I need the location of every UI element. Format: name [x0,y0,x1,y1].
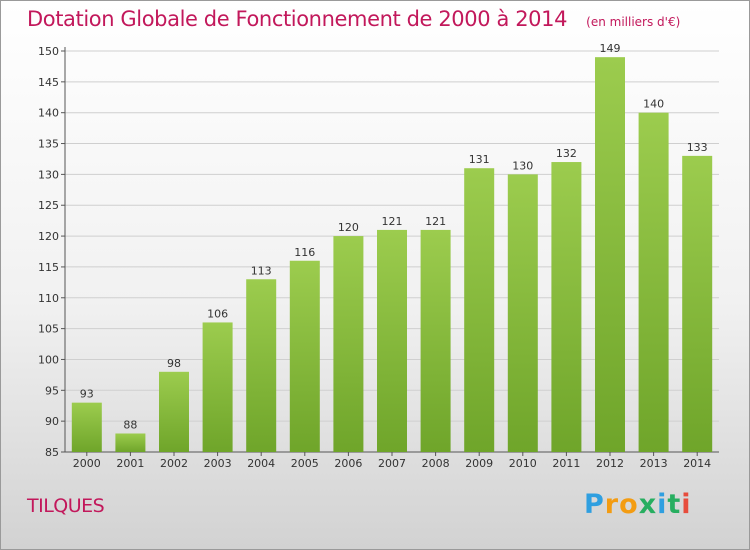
value-label-2007: 121 [382,215,403,228]
value-label-2008: 121 [425,215,446,228]
x-tick-label-2011: 2011 [552,457,580,470]
bars [71,57,713,453]
bar-2008 [420,229,451,452]
bar-2001 [115,433,146,452]
bar-2002 [159,371,189,452]
bar-2010 [507,174,538,452]
value-label-2006: 120 [338,221,359,234]
value-label-2001: 88 [123,418,137,431]
value-label-2011: 132 [556,147,577,160]
x-tick-label-2006: 2006 [334,457,362,470]
y-tick-label-150: 150 [38,45,59,58]
logo-letter: r [604,489,620,520]
logo-letter: P [584,489,605,520]
x-tick-label-2008: 2008 [422,457,450,470]
value-label-2000: 93 [80,388,94,401]
x-tick-label-2014: 2014 [683,457,711,470]
y-tick-label-120: 120 [38,230,59,243]
chart-unit: (en milliers d'€) [586,15,681,29]
logo-letter: i [681,489,692,520]
value-label-2010: 130 [512,159,533,172]
x-tick-label-2004: 2004 [247,457,275,470]
value-label-2009: 131 [469,153,490,166]
bar-2004 [246,279,277,452]
y-tick-label-100: 100 [38,353,59,366]
labels: 85 90 95 100 105 110 115 120 125 130 135 140 145 150 9… [38,42,711,470]
x-tick-label-2007: 2007 [378,457,406,470]
logo-letter: t [667,489,682,520]
town-name: TILQUES [27,495,105,517]
x-tick-label-2009: 2009 [465,457,493,470]
y-tick-label-105: 105 [38,323,59,336]
bar-2003 [202,322,233,452]
bar-2005 [289,260,320,452]
proxiti-logo[interactable]: Proxiti [584,489,692,520]
value-label-2004: 113 [251,264,272,277]
bar-2013 [638,112,669,452]
x-tick-label-2003: 2003 [204,457,232,470]
x-tick-label-2001: 2001 [116,457,144,470]
x-tick-label-2000: 2000 [73,457,101,470]
bar-2000 [71,402,102,452]
value-label-2003: 106 [207,307,228,320]
bar-2012 [595,57,625,453]
y-tick-label-130: 130 [38,168,59,181]
y-tick-label-110: 110 [38,292,59,305]
y-tick-label-135: 135 [38,138,59,151]
y-tick-label-145: 145 [38,76,59,89]
bar-2006 [333,236,364,452]
y-tick-label-85: 85 [45,446,59,459]
value-label-2014: 133 [687,141,708,154]
bar-2014 [682,155,713,452]
logo-letter: o [619,489,639,520]
logo-letter: i [657,489,668,520]
chart-title: Dotation Globale de Fonctionnement de 20… [27,7,568,31]
y-tick-label-95: 95 [45,384,59,397]
value-label-2005: 116 [294,246,315,259]
logo-letter: x [638,489,658,520]
x-tick-label-2012: 2012 [596,457,624,470]
x-tick-label-2002: 2002 [160,457,188,470]
bar-2009 [464,168,495,452]
y-tick-label-115: 115 [38,261,59,274]
y-tick-label-140: 140 [38,107,59,120]
x-tick-label-2005: 2005 [291,457,319,470]
value-label-2012: 149 [600,42,621,55]
x-tick-label-2010: 2010 [509,457,537,470]
value-label-2013: 140 [643,98,664,111]
bar-2011 [551,162,582,453]
value-label-2002: 98 [167,357,181,370]
x-tick-label-2013: 2013 [640,457,668,470]
y-tick-label-90: 90 [45,415,59,428]
title-row: Dotation Globale de Fonctionnement de 20… [27,7,680,31]
bar-2007 [377,229,407,452]
y-tick-label-125: 125 [38,199,59,212]
